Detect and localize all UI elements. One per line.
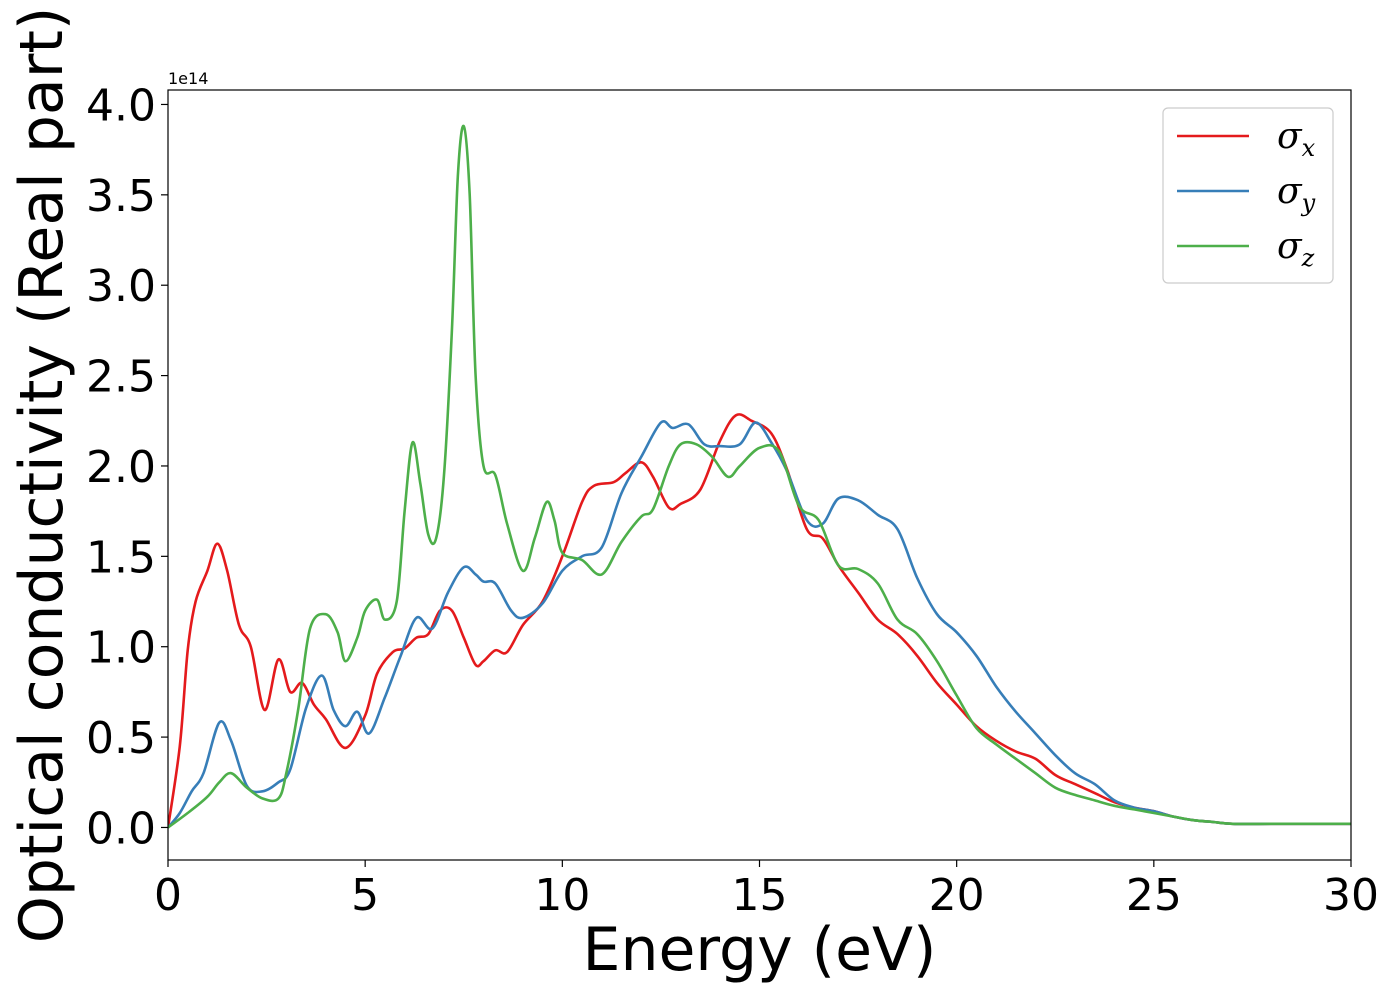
legend-label-x: σx: [1277, 116, 1316, 162]
legend-label-z: σz: [1277, 226, 1315, 272]
y-axis: 0.0 0.5 1.0 1.5 2.0 2.5 3.0 3.5 4.0: [86, 80, 168, 854]
y-tick-label: 2.0: [86, 442, 156, 493]
legend: σx σy σz: [1162, 107, 1334, 284]
x-tick-label: 5: [351, 870, 379, 921]
y-tick-label: 1.5: [86, 532, 156, 583]
x-tick-label: 30: [1323, 870, 1379, 921]
legend-box: [1162, 107, 1334, 284]
x-axis-title: Energy (eV): [583, 915, 937, 985]
y-tick-label: 3.5: [86, 171, 156, 222]
x-tick-label: 0: [154, 870, 182, 921]
x-tick-label: 10: [534, 870, 590, 921]
series-line-z: [168, 124, 1351, 829]
series-line-x: [168, 413, 1351, 828]
x-axis: 0 5 10 15 20 25 30: [154, 860, 1379, 921]
legend-label-y: σy: [1277, 171, 1316, 217]
y-tick-label: 1.0: [86, 623, 156, 674]
series-layer: [168, 124, 1351, 829]
series-line-y: [168, 420, 1351, 829]
x-tick-label: 15: [732, 870, 788, 921]
y-tick-label: 0.0: [86, 803, 156, 854]
y-axis-title: Optical conductivity (Real part): [7, 7, 77, 944]
x-tick-label: 20: [929, 870, 985, 921]
y-tick-label: 0.5: [86, 713, 156, 764]
x-tick-label: 25: [1126, 870, 1182, 921]
y-tick-label: 3.0: [86, 261, 156, 312]
y-offset-label: 1e14: [168, 69, 208, 88]
y-tick-label: 2.5: [86, 352, 156, 403]
y-tick-label: 4.0: [86, 80, 156, 131]
